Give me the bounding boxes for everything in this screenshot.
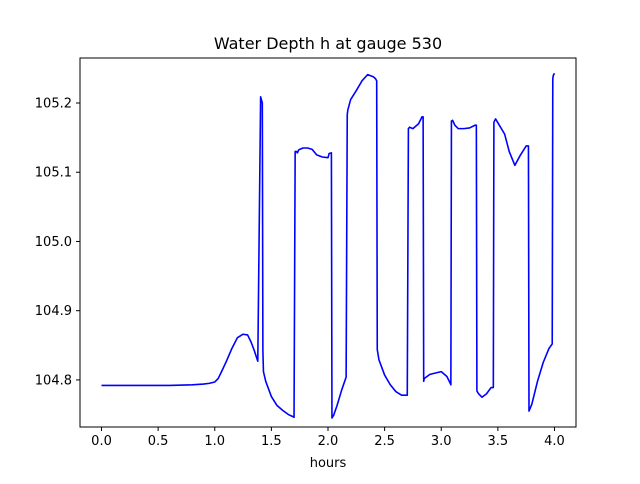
y-tick-label: 105.2	[35, 97, 72, 112]
y-tick-label: 105.0	[35, 235, 72, 250]
y-axis: 104.8 104.9 105.0 105.1 105.2	[35, 97, 80, 388]
x-tick-label: 2.0	[318, 434, 339, 449]
x-tick-label: 3.5	[488, 434, 509, 449]
y-tick-label: 104.9	[35, 304, 72, 319]
x-tick-label: 1.5	[261, 434, 282, 449]
plot-layer	[101, 72, 556, 419]
x-tick-label: 0.5	[148, 434, 169, 449]
x-tick-label: 4.0	[544, 434, 565, 449]
x-axis-label: hours	[310, 456, 347, 471]
chart-title: Water Depth h at gauge 530	[214, 34, 442, 53]
series-line-0	[101, 72, 556, 419]
y-tick-label: 104.8	[35, 373, 72, 388]
y-tick-label: 105.1	[35, 166, 72, 181]
x-tick-label: 0.0	[91, 434, 112, 449]
x-axis: 0.0 0.5 1.0 1.5 2.0 2.5 3.0 3.5 4.0	[91, 427, 565, 449]
x-tick-label: 1.0	[204, 434, 225, 449]
x-tick-label: 3.0	[431, 434, 452, 449]
x-tick-label: 2.5	[374, 434, 395, 449]
